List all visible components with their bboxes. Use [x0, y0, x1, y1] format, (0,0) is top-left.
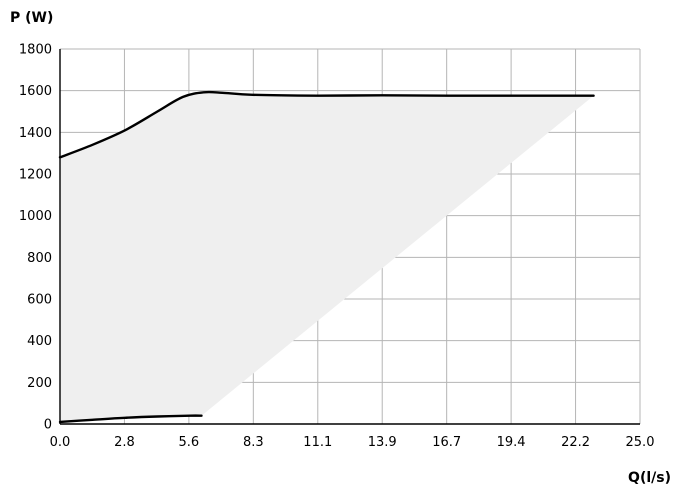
x-tick-label: 2.8	[114, 435, 135, 450]
x-axis-title: Q(l/s)	[628, 470, 671, 486]
min-power-curve	[58, 414, 203, 424]
y-tick-label: 600	[27, 293, 52, 308]
y-tick-label: 800	[27, 251, 52, 266]
x-tick-label: 5.6	[179, 435, 200, 450]
y-tick-label: 0	[44, 418, 52, 433]
max-power-curve	[58, 90, 595, 159]
axes	[59, 49, 640, 425]
y-tick-label: 200	[27, 376, 52, 391]
x-tick-label: 22.2	[561, 435, 590, 450]
y-tick-label: 1800	[19, 43, 52, 58]
y-tick-label: 1200	[19, 168, 52, 183]
x-tick-label: 25.0	[626, 435, 655, 450]
x-tick-label: 0.0	[50, 435, 71, 450]
y-tick-label: 1000	[19, 209, 52, 224]
x-tick-labels: 0.0 2.8 5.6 8.3 11.1 13.9 16.7 19.4 22.2 25.0	[50, 435, 655, 450]
y-tick-label: 1600	[19, 84, 52, 99]
series-lines	[58, 90, 595, 424]
x-tick-label: 13.9	[368, 435, 397, 450]
y-tick-labels: 0 200 400 600 800 1000 1200 1400 1600 1800	[19, 43, 52, 433]
y-axis-title: P (W)	[10, 10, 53, 26]
x-tick-label: 16.7	[432, 435, 461, 450]
x-tick-label: 11.1	[303, 435, 332, 450]
x-tick-label: 19.4	[497, 435, 526, 450]
x-tick-label: 8.3	[243, 435, 264, 450]
operating-range-area	[60, 92, 594, 422]
y-tick-label: 1400	[19, 126, 52, 141]
y-tick-label: 400	[27, 334, 52, 349]
